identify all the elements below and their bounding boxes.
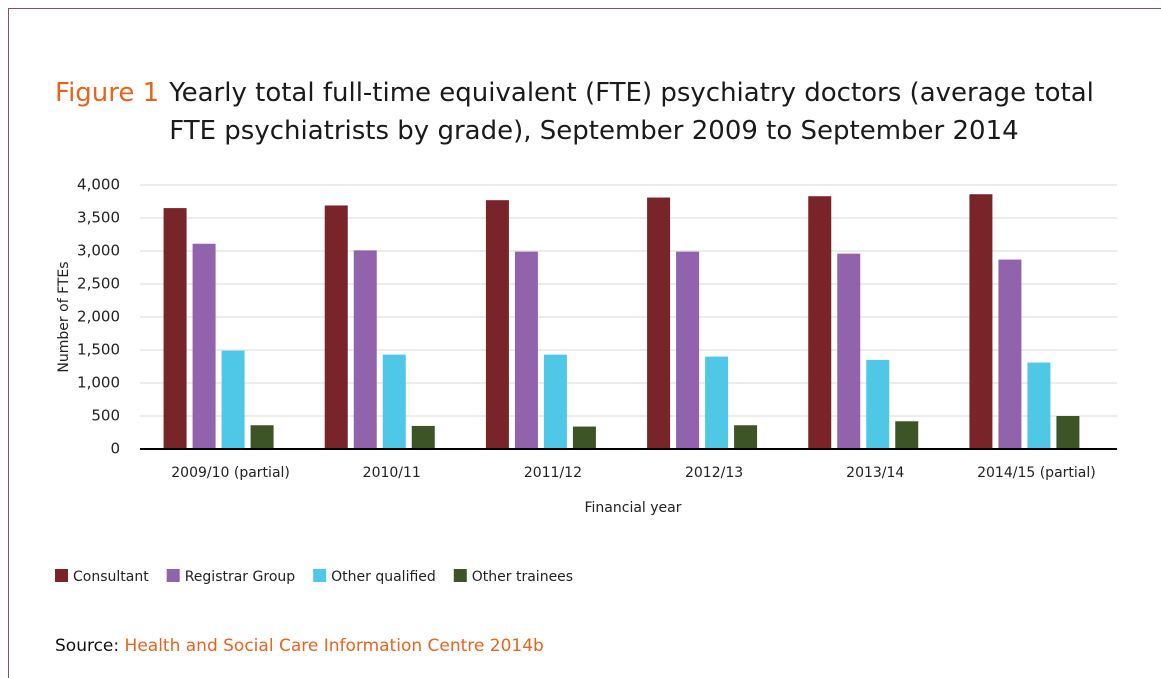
bar [192, 243, 216, 449]
x-tick-label: 2013/14 [846, 465, 904, 481]
title-block: Figure 1 Yearly total full-time equivale… [55, 74, 1135, 150]
x-tick-label: 2012/13 [685, 465, 743, 481]
x-tick-label: 2011/12 [524, 465, 582, 481]
bar [411, 425, 435, 449]
source: Source: Health and Social Care Informati… [55, 636, 544, 656]
y-tick-label: 3,500 [77, 209, 120, 227]
bar [514, 251, 538, 449]
y-tick-label: 2,500 [77, 275, 120, 293]
bar [705, 356, 729, 449]
x-axis-label: Financial year [585, 500, 682, 516]
y-tick-label: 500 [91, 407, 120, 425]
bar [382, 354, 406, 449]
legend-label: Consultant [73, 569, 149, 585]
y-tick-label: 0 [110, 440, 120, 458]
legend-swatch [55, 569, 68, 582]
y-tick-label: 2,000 [77, 308, 120, 326]
legend-swatch [166, 569, 180, 582]
bar [1056, 416, 1080, 449]
bar [969, 194, 993, 449]
y-axis-label: Number of FTEs [56, 261, 72, 372]
bar [734, 425, 758, 449]
bar [353, 250, 377, 449]
bar [543, 354, 567, 449]
bar [837, 253, 861, 449]
legend-swatch [313, 569, 327, 582]
legend-label: Other trainees [472, 569, 573, 585]
figure-label: Figure 1 [55, 78, 160, 108]
frame [8, 8, 1161, 678]
source-text: Health and Social Care Information Centr… [124, 636, 544, 656]
y-tick-label: 4,000 [77, 176, 120, 194]
source-label: Source: [55, 636, 120, 656]
bar [808, 196, 832, 449]
x-tick-label: 2009/10 (partial) [171, 465, 290, 481]
bar [221, 350, 245, 449]
y-tick-label: 1,500 [77, 341, 120, 359]
bar [250, 425, 274, 449]
bar [676, 251, 700, 449]
bar [998, 259, 1022, 449]
y-tick-label: 3,000 [77, 242, 120, 260]
legend-swatch [453, 569, 467, 582]
y-tick-label: 1,000 [77, 374, 120, 392]
bar [866, 359, 890, 449]
x-tick-label: 2014/15 (partial) [977, 465, 1096, 481]
bar [163, 208, 187, 449]
legend-label: Registrar Group [185, 569, 296, 585]
x-tick-label: 2010/11 [363, 465, 421, 481]
legend-label: Other qualified [331, 569, 436, 585]
bar [1027, 362, 1051, 449]
bar [647, 197, 671, 449]
chart-title: Yearly total full-time equivalent (FTE) … [169, 78, 1094, 146]
bar [895, 421, 919, 449]
bar [572, 426, 596, 449]
bar [324, 205, 348, 449]
bar [485, 200, 509, 449]
